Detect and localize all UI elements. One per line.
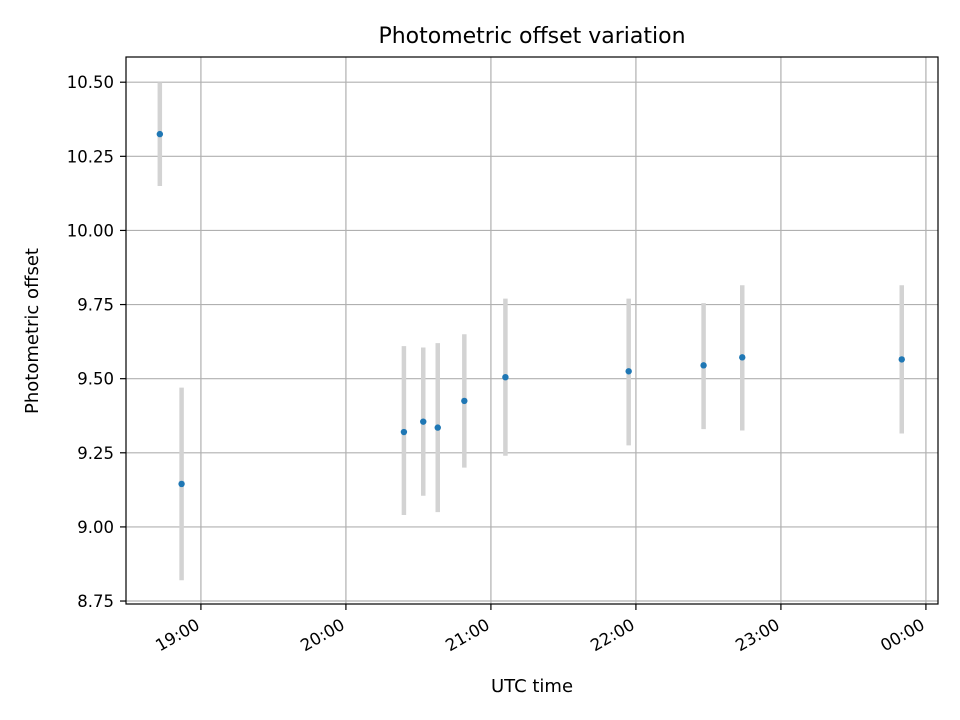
data-point — [700, 362, 707, 369]
y-tick-label: 9.00 — [77, 518, 114, 537]
y-tick-label: 9.50 — [77, 370, 114, 389]
data-point — [434, 424, 441, 431]
y-tick-label: 10.50 — [67, 73, 114, 92]
data-point — [739, 354, 746, 361]
data-points — [156, 130, 905, 488]
y-axis-label: Photometric offset — [22, 248, 43, 414]
y-axis: 8.75 9.00 9.25 9.50 9.75 10.00 10.25 10.50 — [67, 73, 126, 611]
y-tick-label: 9.75 — [77, 296, 114, 315]
plot-area — [126, 57, 938, 604]
data-point — [898, 356, 905, 363]
grid — [126, 57, 938, 604]
x-axis-label: UTC time — [491, 676, 573, 697]
data-point — [420, 418, 427, 425]
data-point — [625, 368, 632, 375]
y-tick-label: 9.25 — [77, 444, 114, 463]
y-tick-label: 10.25 — [67, 147, 114, 166]
y-tick-label: 8.75 — [77, 592, 114, 611]
data-point — [461, 397, 468, 405]
plot-frame — [125, 56, 939, 605]
data-point — [400, 428, 408, 436]
chart-title: Photometric offset variation — [378, 24, 685, 49]
data-point — [156, 130, 164, 138]
data-point — [502, 373, 509, 381]
data-point — [178, 480, 185, 488]
y-tick-label: 10.00 — [67, 221, 114, 240]
